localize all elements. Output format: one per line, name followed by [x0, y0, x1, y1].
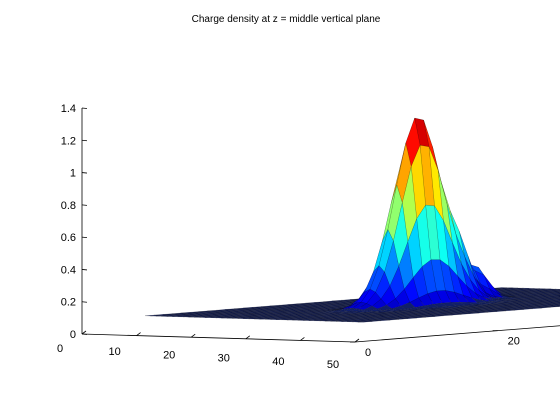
x-tick: [245, 335, 251, 340]
z-tick-label: 0.6: [61, 232, 76, 244]
x-tick-label: 0: [57, 343, 63, 355]
z-tick: [81, 269, 88, 271]
x-tick: [300, 337, 305, 341]
z-tick-label: 1: [70, 168, 76, 180]
y-tick-label: 20: [508, 336, 520, 348]
chart-title: Charge density at z = middle vertical pl…: [192, 14, 381, 25]
z-tick: [81, 107, 88, 109]
x-tick-label: 20: [163, 349, 175, 361]
surface-mesh: [144, 117, 560, 323]
z-tick-label: 0: [70, 329, 76, 341]
z-tick: [81, 301, 88, 303]
z-tick-label: 1.2: [61, 135, 76, 147]
z-tick-label: 0.2: [61, 297, 76, 309]
x-tick: [81, 330, 87, 335]
z-tick-label: 1.4: [61, 103, 76, 115]
z-tick: [81, 172, 88, 174]
x-tick-label: 50: [327, 359, 339, 371]
x-tick: [136, 332, 141, 336]
z-tick-label: 0.8: [61, 200, 76, 212]
surface-face: [357, 321, 373, 323]
axes: [81, 107, 560, 343]
z-tick: [81, 236, 88, 239]
z-tick: [81, 333, 88, 335]
y-axis-line: [354, 325, 560, 343]
x-tick-label: 40: [272, 356, 284, 368]
x-tick-label: 10: [108, 346, 120, 358]
x-axis-line: [81, 333, 356, 343]
x-tick: [354, 338, 360, 343]
z-tick: [81, 204, 88, 206]
z-tick: [81, 139, 88, 142]
y-tick-label: 0: [365, 347, 371, 359]
tick-labels: 00.20.40.60.811.21.4010203040500204060: [57, 103, 520, 371]
x-tick: [190, 333, 196, 338]
z-tick-label: 0.4: [61, 264, 76, 276]
x-tick-label: 30: [218, 353, 230, 365]
